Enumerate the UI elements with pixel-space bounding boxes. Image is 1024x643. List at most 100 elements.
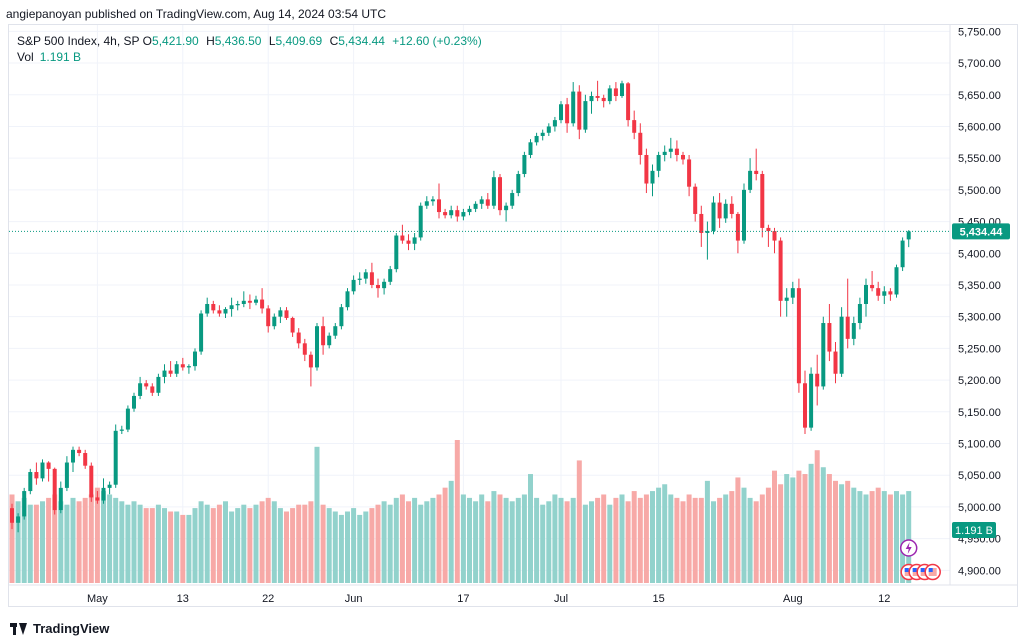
candle-body bbox=[144, 383, 149, 387]
volume-bar bbox=[680, 501, 686, 583]
brand-label: TradingView bbox=[33, 621, 110, 636]
volume-bar bbox=[247, 508, 253, 583]
candle-body bbox=[888, 291, 893, 295]
flag-canton bbox=[912, 568, 917, 572]
candle-body bbox=[95, 497, 100, 501]
y-tick-label: 5,200.00 bbox=[958, 375, 1001, 387]
volume-bar bbox=[692, 497, 698, 583]
change-value: +12.60 (+0.23%) bbox=[392, 34, 482, 48]
volume-bar bbox=[826, 474, 832, 583]
volume-bar bbox=[772, 470, 777, 583]
candle-body bbox=[906, 231, 911, 240]
candle-body bbox=[467, 208, 472, 213]
footer-brand[interactable]: TradingView bbox=[10, 621, 109, 636]
volume-bar bbox=[46, 497, 52, 583]
candle-body bbox=[46, 462, 51, 469]
high-value: 5,436.50 bbox=[214, 34, 262, 48]
candle-body bbox=[290, 317, 295, 333]
volume-legend: Vol 1.191 B bbox=[17, 50, 81, 64]
volume-bar bbox=[82, 497, 88, 583]
close-label: C bbox=[329, 34, 339, 48]
volume-bar bbox=[363, 511, 369, 583]
volume-bar bbox=[436, 494, 442, 583]
candle-body bbox=[668, 148, 673, 152]
volume-bar bbox=[656, 487, 662, 583]
candle-body bbox=[803, 383, 807, 428]
volume-bar bbox=[259, 501, 265, 583]
volume-bar bbox=[326, 508, 332, 583]
flag-canton bbox=[928, 568, 933, 572]
candle-body bbox=[638, 132, 643, 155]
candle-body bbox=[10, 508, 14, 523]
y-tick-label: 5,300.00 bbox=[958, 312, 1001, 324]
candle-body bbox=[717, 202, 722, 219]
y-tick-label: 5,000.00 bbox=[958, 502, 1001, 514]
candle-body bbox=[443, 212, 448, 216]
volume-bar bbox=[454, 440, 460, 583]
volume-bar bbox=[70, 497, 76, 583]
volume-bar bbox=[393, 497, 399, 583]
candle-body bbox=[589, 96, 594, 102]
last-price-label: 5,434.44 bbox=[960, 226, 1004, 238]
candle-body bbox=[339, 307, 344, 327]
candle-body bbox=[705, 231, 710, 233]
candle-body bbox=[504, 205, 509, 211]
volume-bar bbox=[125, 504, 131, 583]
volume-bar bbox=[174, 511, 180, 583]
volume-bar bbox=[491, 491, 497, 583]
candle-body bbox=[583, 101, 588, 130]
volume-bar bbox=[320, 504, 326, 583]
tradingview-logo-icon bbox=[10, 622, 28, 635]
candle-body bbox=[64, 462, 69, 488]
last-price-tag bbox=[952, 223, 1010, 240]
chart-frame bbox=[8, 24, 1018, 607]
candle-body bbox=[321, 326, 326, 346]
candle-body bbox=[711, 202, 716, 232]
y-tick-label: 5,750.00 bbox=[958, 26, 1001, 38]
open-label: O bbox=[142, 34, 153, 48]
candle-body bbox=[516, 174, 521, 194]
candle-body bbox=[186, 366, 191, 368]
volume-bar bbox=[808, 463, 814, 583]
candle-body bbox=[217, 310, 222, 314]
y-tick-label: 5,050.00 bbox=[958, 470, 1001, 482]
volume-bar bbox=[759, 494, 765, 583]
volume-bar bbox=[314, 446, 320, 583]
x-tick-label: Jul bbox=[554, 593, 568, 605]
volume-bar bbox=[723, 494, 729, 583]
candle-body bbox=[479, 199, 484, 204]
candle-body bbox=[870, 284, 875, 289]
candle-body bbox=[796, 288, 801, 384]
volume-bar bbox=[180, 514, 186, 583]
candle-body bbox=[400, 235, 405, 241]
volume-bar bbox=[820, 467, 826, 583]
volume-bar bbox=[76, 501, 82, 583]
volume-bar bbox=[412, 497, 418, 583]
symbol-label: S&P 500 Index, 4h, SP bbox=[17, 34, 140, 48]
candle-body bbox=[247, 300, 252, 303]
candle-body bbox=[613, 88, 618, 97]
candle-body bbox=[809, 373, 814, 428]
candle-body bbox=[107, 484, 112, 488]
y-tick-label: 5,400.00 bbox=[958, 248, 1001, 260]
volume-bar bbox=[741, 487, 747, 583]
candle-body bbox=[778, 240, 783, 301]
volume-bar bbox=[308, 501, 314, 583]
volume-bar bbox=[637, 497, 643, 583]
volume-bar bbox=[698, 497, 704, 583]
volume-bar bbox=[906, 491, 912, 583]
candle-body bbox=[882, 291, 887, 296]
volume-bar bbox=[418, 504, 424, 583]
volume-bar bbox=[302, 504, 308, 583]
y-tick-label: 5,550.00 bbox=[958, 153, 1001, 165]
candle-body bbox=[28, 472, 33, 492]
volume-bar bbox=[271, 501, 277, 583]
volume-bar bbox=[704, 480, 710, 583]
x-tick-label: Aug bbox=[783, 593, 803, 605]
volume-bar bbox=[290, 508, 296, 583]
volume-bar bbox=[497, 494, 503, 583]
volume-bar bbox=[778, 484, 784, 583]
candle-body bbox=[723, 203, 728, 219]
volume-bar bbox=[131, 501, 137, 583]
